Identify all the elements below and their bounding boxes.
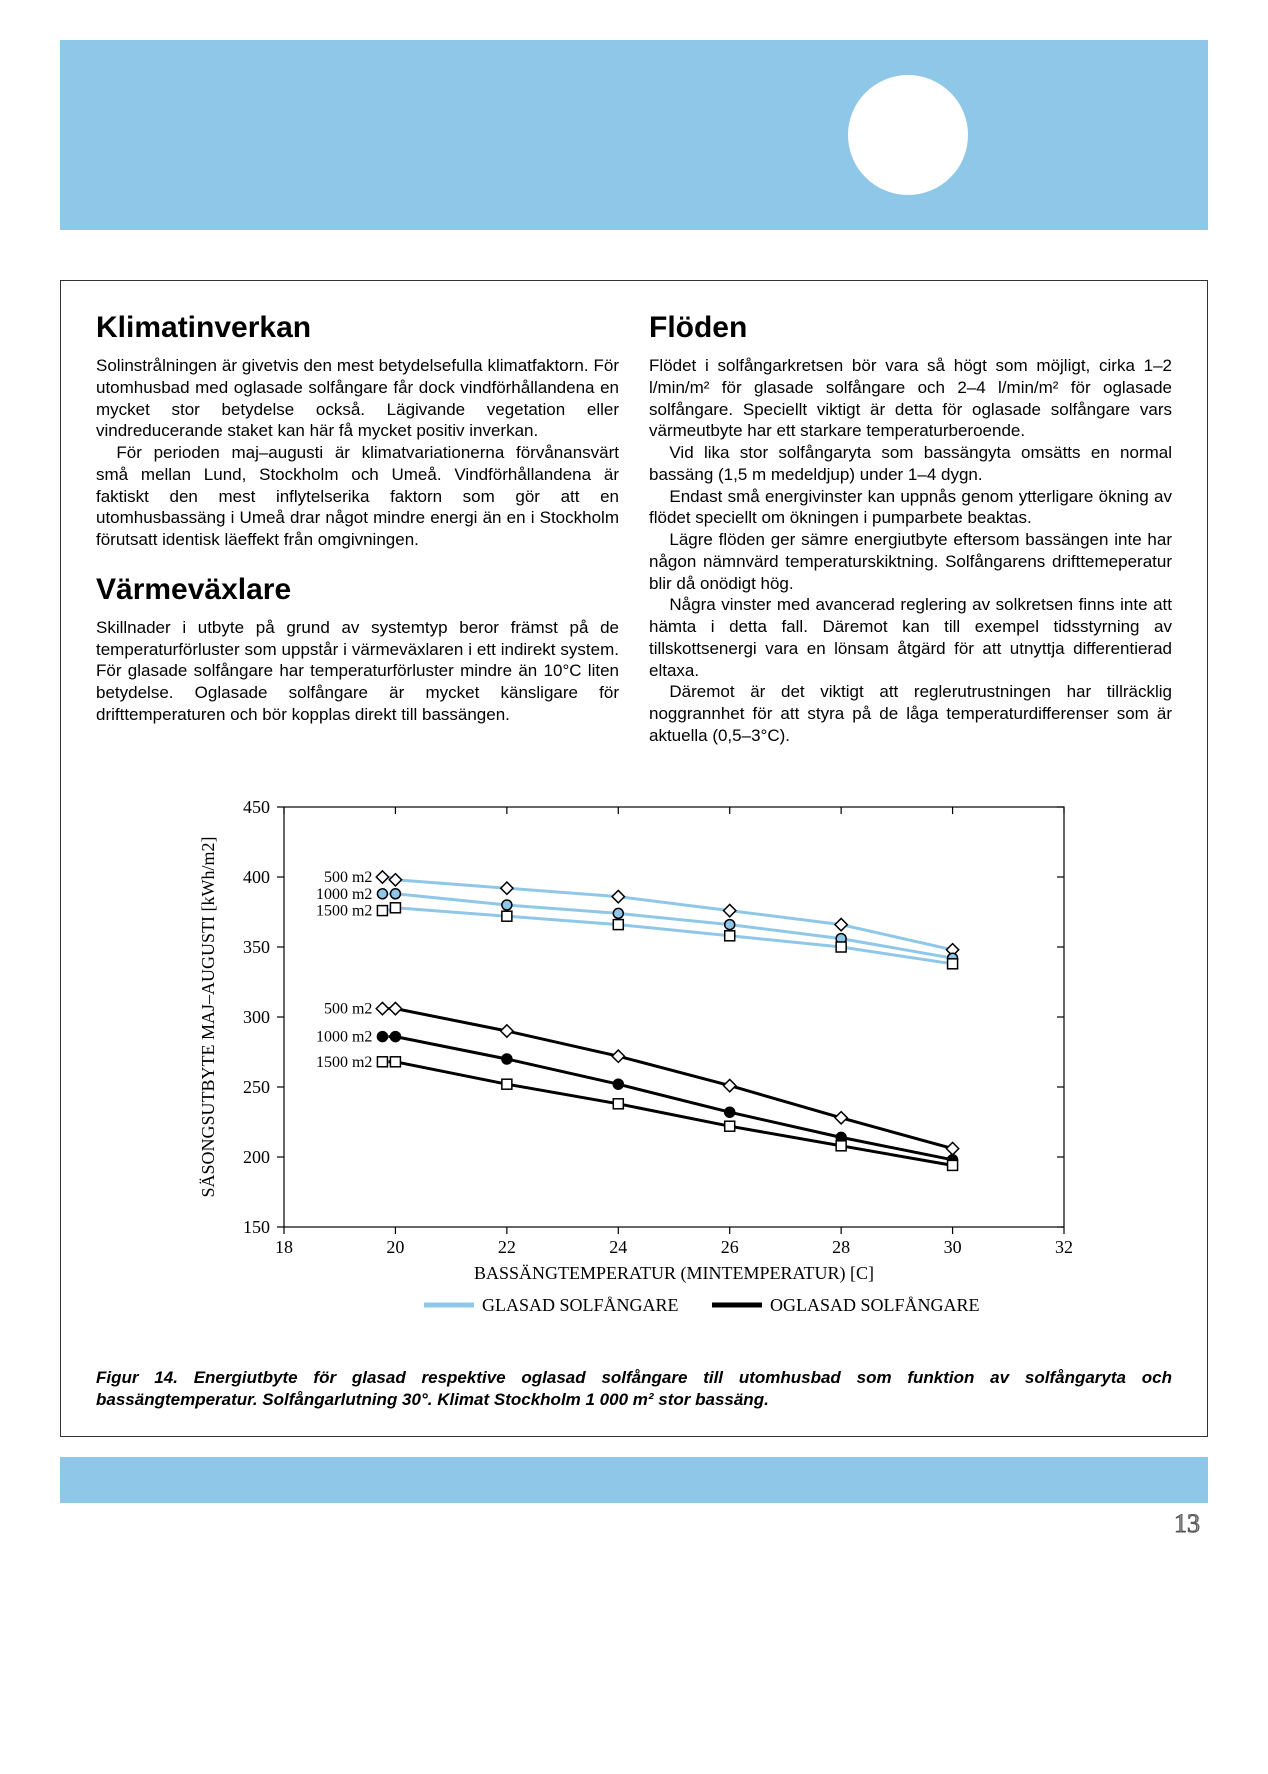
- svg-text:500 m2: 500 m2: [324, 1000, 372, 1017]
- para: För perioden maj–augusti är klimatvariat…: [96, 442, 619, 551]
- heading-floden: Flöden: [649, 311, 1172, 345]
- para: Solinstrålningen är givetvis den mest be…: [96, 355, 619, 442]
- svg-text:24: 24: [609, 1237, 627, 1257]
- svg-text:18: 18: [275, 1237, 293, 1257]
- page: Klimatinverkan Solinstrålningen är givet…: [0, 0, 1268, 1559]
- svg-text:350: 350: [243, 937, 270, 957]
- svg-text:28: 28: [832, 1237, 850, 1257]
- heading-varmevaxlare: Värmeväxlare: [96, 573, 619, 607]
- svg-text:150: 150: [243, 1217, 270, 1237]
- para: Lägre flöden ger sämre energiutbyte efte…: [649, 529, 1172, 594]
- svg-text:22: 22: [498, 1237, 516, 1257]
- banner-circle-cutout: [848, 75, 968, 195]
- para: Däremot är det viktigt att reglerutrustn…: [649, 681, 1172, 746]
- svg-text:30: 30: [944, 1237, 962, 1257]
- svg-text:450: 450: [243, 797, 270, 817]
- svg-text:20: 20: [386, 1237, 404, 1257]
- svg-text:32: 32: [1055, 1237, 1073, 1257]
- para: Flödet i solfångarkretsen bör vara så hö…: [649, 355, 1172, 442]
- svg-text:SÄSONGSUTBYTE MAJ–AUGUSTI [kWh: SÄSONGSUTBYTE MAJ–AUGUSTI [kWh/m2]: [198, 836, 218, 1197]
- svg-text:400: 400: [243, 867, 270, 887]
- bottom-banner: [60, 1457, 1208, 1503]
- text-columns: Klimatinverkan Solinstrålningen är givet…: [96, 311, 1172, 747]
- para: Några vinster med avancerad reglering av…: [649, 594, 1172, 681]
- svg-text:GLASAD SOLFÅNGARE: GLASAD SOLFÅNGARE: [482, 1295, 679, 1315]
- content-box: Klimatinverkan Solinstrålningen är givet…: [60, 280, 1208, 1437]
- left-column: Klimatinverkan Solinstrålningen är givet…: [96, 311, 619, 747]
- svg-text:1000 m2: 1000 m2: [316, 885, 372, 902]
- line-chart: 18 20 22 24 26 28 30 32 150 200 250 300 350 400 450 BAS…: [164, 787, 1104, 1347]
- para: Vid lika stor solfångaryta som bassängyt…: [649, 442, 1172, 486]
- svg-text:OGLASAD SOLFÅNGARE: OGLASAD SOLFÅNGARE: [770, 1295, 980, 1315]
- chart-container: 18 20 22 24 26 28 30 32 150 200 250 300 350 400 450 BAS…: [96, 787, 1172, 1347]
- top-banner: [60, 40, 1208, 230]
- svg-text:300: 300: [243, 1007, 270, 1027]
- svg-text:1000 m2: 1000 m2: [316, 1028, 372, 1045]
- heading-klimatinverkan: Klimatinverkan: [96, 311, 619, 345]
- svg-text:250: 250: [243, 1077, 270, 1097]
- svg-text:BASSÄNGTEMPERATUR (MINTEMPERAT: BASSÄNGTEMPERATUR (MINTEMPERATUR) [C]: [474, 1263, 874, 1284]
- svg-text:500 m2: 500 m2: [324, 869, 372, 886]
- svg-text:200: 200: [243, 1147, 270, 1167]
- page-number: 13: [60, 1509, 1208, 1539]
- right-column: Flöden Flödet i solfångarkretsen bör var…: [649, 311, 1172, 747]
- svg-text:1500 m2: 1500 m2: [316, 1053, 372, 1070]
- para: Skillnader i utbyte på grund av systemty…: [96, 617, 619, 726]
- svg-text:26: 26: [721, 1237, 739, 1257]
- para: Endast små energivinster kan uppnås geno…: [649, 486, 1172, 530]
- figure-caption: Figur 14. Energiutbyte för glasad respek…: [96, 1367, 1172, 1411]
- svg-text:1500 m2: 1500 m2: [316, 902, 372, 919]
